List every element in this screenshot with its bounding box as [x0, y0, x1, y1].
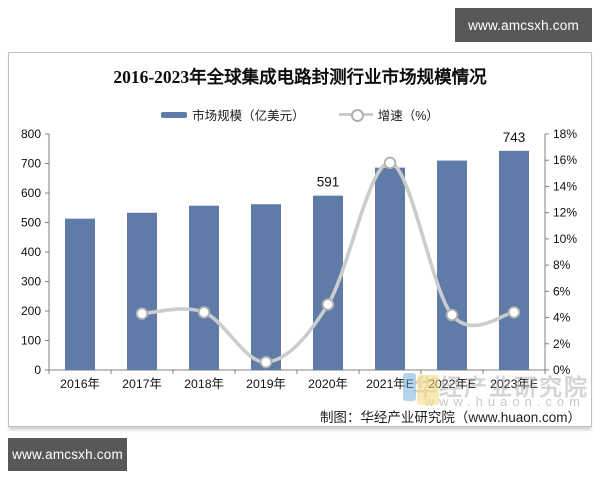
site-badge-top: www.amcsxh.com	[455, 8, 592, 42]
legend-label-market-size: 市场规模（亿美元）	[192, 109, 305, 123]
x-axis-category-label: 2020年	[308, 377, 348, 391]
bar-2019年	[251, 204, 281, 370]
x-axis-category-label: 2023年E	[490, 377, 538, 391]
bar-2021年E	[375, 167, 405, 370]
legend-item-market-size: 市场规模（亿美元）	[161, 105, 305, 124]
right-axis-tick-label: 10%	[553, 232, 577, 246]
chart-panel: 2016-2023年全球集成电路封测行业市场规模情况 市场规模（亿美元） 增速（…	[8, 52, 592, 427]
x-axis-category-label: 2016年	[60, 377, 100, 391]
legend-label-growth: 增速（%）	[377, 109, 439, 123]
left-axis-tick-label: 0	[34, 363, 41, 377]
chart-legend: 市场规模（亿美元） 增速（%）	[9, 105, 591, 124]
growth-marker-2019年	[259, 355, 273, 369]
x-axis-category-label: 2018年	[184, 377, 224, 391]
left-axis-tick-label: 700	[21, 157, 41, 171]
right-axis-tick-label: 8%	[553, 258, 571, 272]
watermark-huaon-url: www.huaon.com	[424, 394, 585, 409]
chart-source-credit: 制图：华经产业研究院（www.huaon.com）	[319, 410, 581, 425]
bar-value-label: 591	[317, 175, 340, 190]
left-axis-tick-label: 800	[21, 127, 41, 141]
right-axis-tick-label: 14%	[553, 179, 577, 193]
x-axis-category-label: 2017年	[122, 377, 162, 391]
right-axis-tick-label: 4%	[553, 311, 571, 325]
bar-2016年	[65, 218, 95, 370]
chart-title: 2016-2023年全球集成电路封测行业市场规模情况	[113, 67, 487, 87]
x-axis-category-label: 2022年E	[428, 377, 476, 391]
right-axis-tick-label: 0%	[553, 363, 571, 377]
growth-marker-2018年	[197, 306, 211, 319]
growth-marker-2021年E	[383, 156, 397, 170]
watermark-huajing-text: 华经产业研究院	[414, 374, 589, 400]
site-badge-bottom: www.amcsxh.com	[8, 438, 127, 471]
bar-2023年E	[499, 150, 529, 370]
right-axis-tick-label: 18%	[553, 127, 577, 141]
x-axis-category-label: 2021年E	[366, 377, 414, 391]
left-axis-tick-label: 600	[21, 186, 41, 200]
bar-2018年	[189, 205, 219, 370]
right-axis-tick-label: 12%	[553, 206, 577, 220]
left-axis-tick-label: 200	[21, 304, 41, 318]
line-marker-swatch-icon	[338, 109, 373, 122]
site-url-top: www.amcsxh.com	[468, 17, 579, 33]
legend-item-growth: 增速（%）	[338, 105, 439, 124]
right-axis-tick-label: 6%	[553, 284, 571, 298]
x-axis-category-label: 2019年	[246, 377, 286, 391]
site-url-bottom: www.amcsxh.com	[12, 447, 123, 462]
left-axis-tick-label: 500	[21, 216, 41, 230]
bar-2022年E	[437, 160, 467, 370]
huaon-logo-yellow-icon	[417, 375, 439, 405]
left-axis-tick-label: 300	[21, 275, 41, 289]
growth-marker-2023年E	[507, 306, 521, 319]
plot-area: 0 100 200 300 400 500 600 700 800 0% 2% 4% 6% 8% 10% 12…	[21, 127, 577, 391]
bar-value-label: 743	[503, 130, 526, 145]
growth-marker-2022年E	[445, 308, 459, 322]
left-axis-tick-label: 100	[21, 334, 41, 348]
right-axis-tick-label: 16%	[553, 153, 577, 167]
huaon-logo-blue-icon	[403, 373, 416, 401]
left-axis-tick-label: 400	[21, 245, 41, 259]
bar-swatch-icon	[161, 111, 188, 118]
right-axis-tick-label: 2%	[553, 337, 571, 351]
growth-marker-2020年	[321, 298, 335, 311]
growth-marker-2017年	[135, 307, 149, 320]
bar-2017年	[127, 212, 157, 370]
